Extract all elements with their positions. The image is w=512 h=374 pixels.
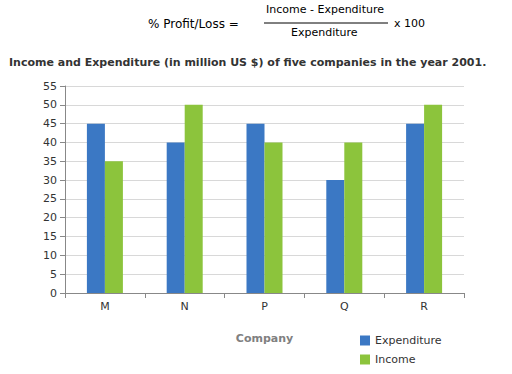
svg-text:45: 45	[43, 117, 57, 130]
svg-text:30: 30	[43, 174, 57, 187]
svg-text:% Profit/Loss =: % Profit/Loss =	[148, 17, 239, 31]
svg-text:15: 15	[43, 230, 57, 243]
svg-text:Q: Q	[340, 300, 349, 313]
svg-text:Income: Income	[375, 353, 416, 366]
svg-text:P: P	[261, 300, 268, 313]
svg-text:Expenditure: Expenditure	[291, 26, 358, 39]
svg-text:50: 50	[43, 98, 57, 111]
svg-text:25: 25	[43, 192, 57, 205]
svg-text:10: 10	[43, 249, 57, 262]
svg-text:x 100: x 100	[394, 17, 425, 30]
svg-text:0: 0	[50, 287, 57, 300]
svg-text:Company: Company	[236, 332, 293, 345]
svg-text:N: N	[181, 300, 189, 313]
svg-text:5: 5	[50, 268, 57, 281]
svg-text:Income - Expenditure: Income - Expenditure	[266, 3, 384, 16]
svg-text:Expenditure: Expenditure	[375, 334, 442, 347]
svg-text:Income and Expenditure (in mil: Income and Expenditure (in million US $)…	[9, 56, 486, 69]
svg-text:55: 55	[43, 80, 57, 93]
svg-text:20: 20	[43, 211, 57, 224]
svg-text:35: 35	[43, 155, 57, 168]
svg-text:M: M	[100, 300, 110, 313]
svg-text:R: R	[420, 300, 428, 313]
svg-text:40: 40	[43, 136, 57, 149]
